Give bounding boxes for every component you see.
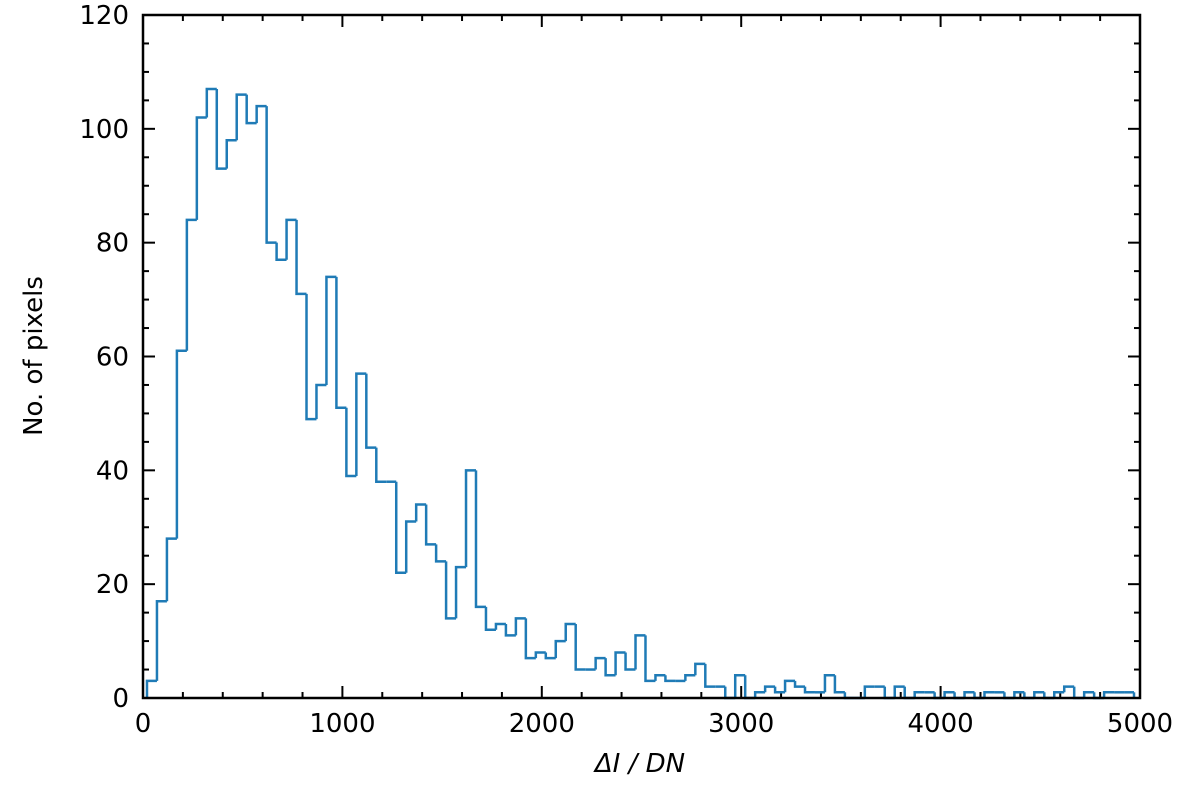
histogram-step <box>285 218 297 260</box>
histogram-step <box>504 624 516 637</box>
histogram-step <box>793 680 806 688</box>
x-tick-label: 3000 <box>708 709 774 739</box>
histogram-step <box>564 622 576 642</box>
histogram-step <box>634 634 646 670</box>
histogram-step <box>424 504 437 546</box>
histogram-step <box>943 691 955 698</box>
histogram-step <box>863 685 875 698</box>
histogram-step <box>1013 691 1025 698</box>
histogram-step <box>275 242 287 261</box>
histogram-step <box>195 116 207 220</box>
histogram-step <box>903 686 915 700</box>
y-tick-label: 20 <box>96 570 129 600</box>
histogram-step <box>484 606 496 631</box>
histogram-step <box>1102 691 1115 698</box>
y-axis-label: No. of pixels <box>19 276 49 436</box>
x-tick-label: 4000 <box>908 709 974 739</box>
histogram-step <box>624 652 636 671</box>
histogram-step <box>743 675 756 700</box>
histogram-step <box>763 685 776 693</box>
histogram-step <box>145 679 157 698</box>
histogram-step <box>464 469 476 568</box>
histogram-step <box>833 675 845 694</box>
x-tick-label: 0 <box>135 709 152 739</box>
x-tick-label: 5000 <box>1107 709 1173 739</box>
x-tick-label: 1000 <box>309 709 375 739</box>
histogram-step <box>404 520 417 573</box>
histogram-step <box>723 686 736 700</box>
histogram-step <box>305 293 317 421</box>
histogram-step <box>365 373 377 449</box>
y-tick-label: 0 <box>112 684 129 714</box>
y-tick-label: 60 <box>96 343 129 373</box>
histogram-step <box>704 663 716 688</box>
histogram-step <box>394 481 407 575</box>
plot-frame <box>141 13 1142 700</box>
histogram-step <box>175 349 187 539</box>
histogram-step <box>604 658 616 677</box>
histogram-step <box>1033 691 1045 698</box>
histogram-step <box>155 599 167 681</box>
histogram-step <box>215 88 227 170</box>
histogram-step <box>554 639 566 659</box>
histogram-step <box>883 686 895 700</box>
x-axis-label: ΔI / DN <box>593 749 685 779</box>
histogram-step <box>1072 686 1085 700</box>
histogram-step <box>963 691 975 698</box>
histogram-step <box>753 691 766 698</box>
histogram-step <box>434 544 447 563</box>
histogram-step <box>733 673 746 698</box>
histogram-step <box>375 447 387 483</box>
y-tick-label: 120 <box>79 1 129 31</box>
histogram-step <box>185 218 197 351</box>
histogram-step <box>574 624 586 671</box>
y-tick-label: 80 <box>96 229 129 259</box>
histogram-step <box>534 651 546 659</box>
histogram-step <box>1062 685 1075 693</box>
y-tick-label: 40 <box>96 456 129 486</box>
histogram-step <box>823 673 835 693</box>
histogram-step <box>694 662 706 676</box>
histogram-step <box>205 87 217 118</box>
y-tick-label: 100 <box>79 115 129 145</box>
histogram-step <box>803 686 815 694</box>
histogram-step <box>514 617 526 636</box>
histogram-step <box>524 618 536 660</box>
histogram-step <box>1082 691 1095 698</box>
histogram-step <box>474 470 486 609</box>
histogram-step <box>783 679 796 693</box>
histogram-step <box>913 691 925 698</box>
histogram-step <box>255 104 267 124</box>
histogram-step <box>1053 691 1065 698</box>
histogram-step <box>414 503 427 522</box>
histogram-step <box>644 635 656 683</box>
histogram-step <box>245 94 257 125</box>
histogram-step <box>983 691 995 698</box>
histogram-step <box>664 675 676 683</box>
histogram-step <box>265 106 277 244</box>
histogram-step <box>893 685 905 698</box>
histogram-step <box>295 219 307 296</box>
histogram-step <box>494 622 506 630</box>
histogram-step <box>654 673 666 681</box>
histogram-step <box>454 565 467 619</box>
histogram-step <box>444 561 457 620</box>
histogram-step <box>355 372 367 477</box>
histogram-step <box>773 686 786 694</box>
histogram-step <box>345 407 357 478</box>
histogram-step <box>235 93 247 141</box>
histogram-step <box>325 275 337 385</box>
histogram-step <box>614 651 626 676</box>
histogram-step <box>544 652 556 660</box>
histogram-step <box>165 537 177 602</box>
histogram-step <box>594 656 606 670</box>
histogram-step <box>335 276 347 409</box>
x-tick-label: 2000 <box>509 709 575 739</box>
histogram-step <box>315 383 327 420</box>
histogram-step <box>225 138 237 169</box>
histogram-step <box>684 673 696 681</box>
